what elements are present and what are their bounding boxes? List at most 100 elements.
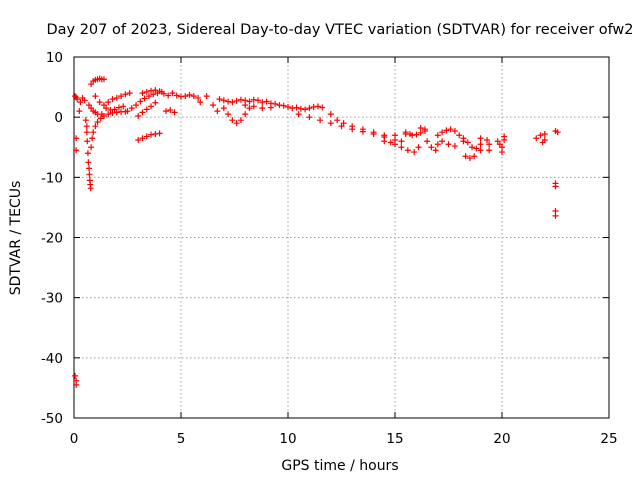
data-point [87, 185, 94, 192]
data-point [139, 135, 146, 142]
data-point [148, 103, 155, 110]
data-point [141, 95, 148, 102]
data-point [173, 92, 180, 99]
data-point [237, 117, 244, 124]
data-point [285, 103, 291, 110]
data-point [86, 171, 93, 178]
data-point [197, 99, 204, 106]
data-point [111, 106, 118, 113]
data-point [148, 87, 155, 94]
data-point [462, 153, 469, 160]
data-point [477, 147, 484, 154]
data-point [398, 138, 405, 145]
data-point [72, 93, 79, 100]
data-point [499, 149, 505, 156]
data-point [122, 91, 129, 98]
y-tick-label: 10 [46, 50, 63, 66]
data-point [443, 127, 450, 134]
data-point [327, 111, 334, 118]
x-tick-labels: 0 5 10 15 20 25 [70, 431, 618, 447]
data-point [156, 88, 163, 95]
y-tick-label: -30 [41, 291, 63, 307]
y-tick-label: 0 [54, 110, 63, 126]
data-point [541, 131, 548, 138]
data-point [229, 99, 236, 106]
data-point [148, 131, 155, 138]
data-point [310, 103, 317, 110]
data-point [156, 130, 163, 137]
data-point [250, 96, 257, 103]
data-point [90, 129, 97, 136]
data-point [267, 104, 274, 111]
data-point [100, 76, 107, 83]
data-point [225, 98, 232, 105]
data-point [133, 102, 140, 109]
data-point [246, 105, 253, 112]
data-point [338, 123, 345, 130]
data-point [89, 135, 96, 142]
y-tick-label: -40 [41, 351, 63, 367]
data-point [186, 91, 193, 98]
data-points [72, 75, 561, 388]
data-point [293, 104, 300, 111]
data-point [225, 111, 232, 118]
x-tick-label: 20 [493, 431, 510, 447]
x-tick-label: 10 [279, 431, 296, 447]
data-point [220, 105, 227, 112]
data-point [451, 143, 458, 150]
data-point [370, 129, 377, 136]
data-point [113, 109, 120, 116]
data-point [359, 126, 366, 133]
data-point [195, 94, 202, 101]
x-tick-label: 5 [177, 431, 186, 447]
data-point [242, 102, 249, 109]
data-point [96, 99, 103, 106]
data-point [118, 93, 125, 100]
data-point [317, 117, 324, 124]
data-point [152, 87, 159, 94]
data-point [477, 135, 484, 142]
data-point [250, 103, 257, 110]
tick-marks [73, 56, 610, 419]
data-point [139, 90, 146, 97]
gridlines [74, 57, 609, 418]
data-point [387, 139, 394, 146]
data-point [103, 105, 110, 112]
data-point [406, 131, 413, 138]
data-point [190, 93, 197, 100]
y-axis-label: SDTVAR / TECUs [8, 181, 24, 296]
data-point [210, 102, 217, 109]
data-point [229, 117, 236, 124]
data-point [424, 138, 431, 145]
data-point [255, 97, 262, 104]
data-point [242, 111, 249, 118]
x-axis-label: GPS time / hours [281, 458, 398, 474]
data-point [124, 108, 131, 115]
data-point [83, 123, 90, 130]
data-point [306, 105, 313, 112]
data-point [137, 98, 144, 105]
data-point [445, 141, 452, 148]
data-point [73, 381, 80, 388]
data-point [477, 141, 484, 148]
data-point [432, 147, 439, 154]
data-point [451, 128, 458, 135]
data-point [259, 99, 266, 106]
x-tick-label: 0 [70, 431, 79, 447]
data-point [428, 144, 435, 151]
data-point [537, 132, 544, 139]
data-point [76, 108, 83, 115]
data-point [473, 145, 480, 152]
data-point [167, 106, 174, 113]
data-point [486, 147, 493, 154]
data-point [276, 102, 283, 109]
data-point [447, 126, 454, 133]
data-point [471, 153, 478, 160]
data-point [88, 144, 95, 151]
data-point [484, 137, 491, 144]
data-point [107, 106, 114, 113]
data-point [81, 97, 88, 104]
data-point [203, 93, 210, 100]
data-point [464, 139, 471, 146]
x-tick-label: 15 [386, 431, 403, 447]
